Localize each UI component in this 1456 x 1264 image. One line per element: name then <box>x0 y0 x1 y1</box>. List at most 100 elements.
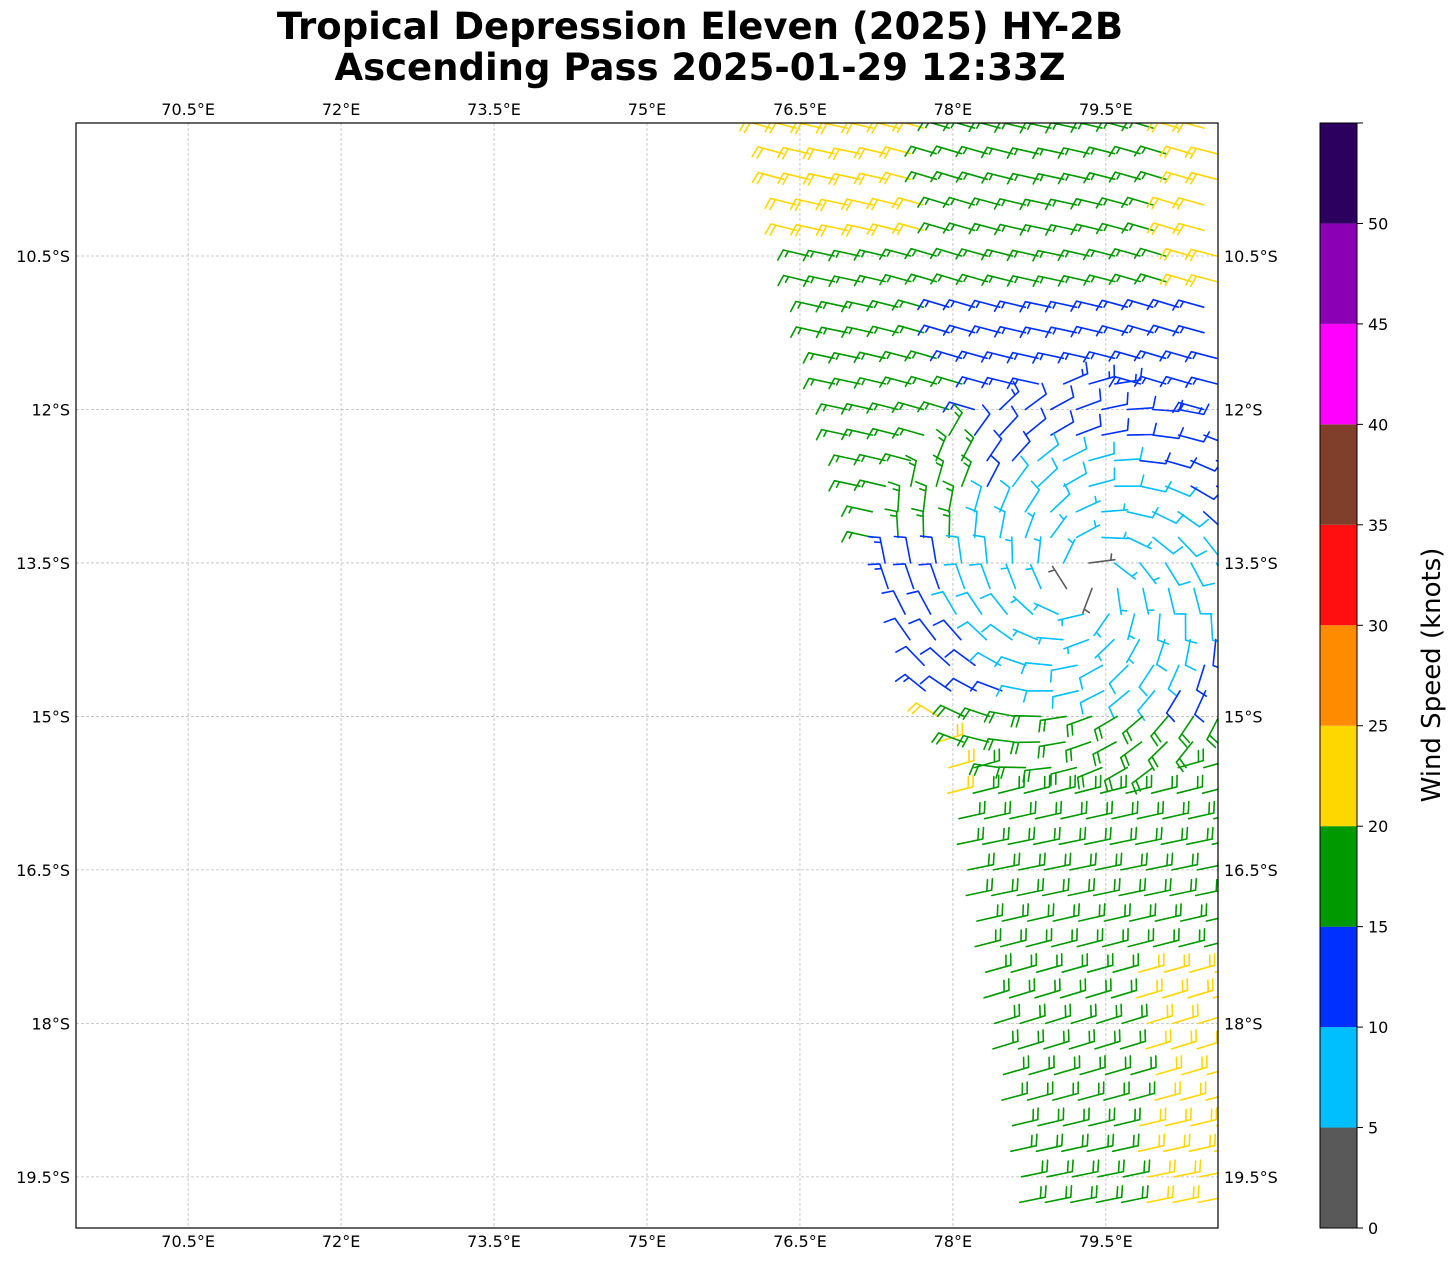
wind-barb <box>1159 350 1192 362</box>
wind-barb <box>983 710 1016 724</box>
wind-barb <box>1210 613 1218 643</box>
wind-barb <box>1088 553 1116 564</box>
wind-barb <box>1057 351 1090 364</box>
wind-barb <box>999 928 1027 948</box>
wind-barb <box>1172 401 1205 414</box>
lat-tick-label-left: 15°S <box>31 707 70 726</box>
wind-barb <box>1088 441 1115 462</box>
wind-barb <box>1165 690 1181 723</box>
colorbar-bin <box>1320 524 1357 626</box>
wind-barb <box>879 274 912 286</box>
wind-barb <box>1024 382 1047 411</box>
wind-barb <box>879 171 912 185</box>
wind-barb <box>942 480 955 513</box>
wind-barb <box>981 623 1013 641</box>
wind-barb <box>1078 664 1104 690</box>
lon-tick-label-top: 70.5°E <box>161 100 215 119</box>
wind-barb <box>1088 467 1116 487</box>
wind-barb <box>1185 171 1218 185</box>
colorbar-bin <box>1320 625 1357 726</box>
wind-barb <box>976 903 1004 922</box>
wind-barb <box>828 454 861 466</box>
wind-barb <box>1082 587 1093 614</box>
wind-barb <box>981 172 1014 184</box>
wind-barb <box>802 352 835 364</box>
colorbar-bin <box>1320 424 1357 525</box>
wind-barb <box>1108 664 1129 695</box>
wind-barb <box>828 479 861 492</box>
colorbar-bin <box>1320 1027 1357 1128</box>
wind-barb <box>1177 511 1210 528</box>
wind-barb <box>1197 1004 1218 1025</box>
wind-barb <box>1094 1029 1121 1050</box>
wind-barb <box>995 766 1027 779</box>
lon-tick-label-bottom: 78°E <box>934 1232 972 1251</box>
wind-barb <box>944 649 976 667</box>
wind-barb <box>1035 1133 1064 1153</box>
wind-barb <box>992 852 1021 871</box>
wind-barb <box>969 680 1003 692</box>
wind-barb <box>981 376 1014 389</box>
wind-barb <box>1076 766 1103 790</box>
wind-barb <box>1093 613 1110 638</box>
wind-barb <box>1139 562 1160 585</box>
wind-barb <box>992 1029 1019 1050</box>
wind-barb <box>1171 852 1199 871</box>
wind-barb <box>1083 172 1116 184</box>
wind-barb <box>1111 800 1139 820</box>
wind-barb <box>828 147 861 161</box>
wind-barb <box>1101 392 1129 411</box>
wind-barb <box>965 877 994 897</box>
wind-barb <box>1049 664 1078 683</box>
wind-barb <box>1095 325 1129 337</box>
wind-barb <box>965 506 978 539</box>
wind-barb <box>1062 538 1076 564</box>
lat-tick-label-left: 16.5°S <box>16 861 70 880</box>
wind-barb <box>1127 613 1136 641</box>
lon-tick-label-bottom: 72°E <box>322 1232 360 1251</box>
wind-barb <box>1006 275 1040 287</box>
wind-barb <box>777 172 810 186</box>
wind-barb <box>1070 1185 1098 1204</box>
colorbar-tick-label: 5 <box>1368 1119 1378 1138</box>
wind-barb <box>907 702 940 718</box>
wind-barb <box>828 275 861 287</box>
wind-barb <box>1057 172 1091 185</box>
wind-barb <box>1057 275 1091 287</box>
wind-barb <box>999 480 1011 513</box>
wind-barb <box>1184 638 1197 671</box>
wind-barb <box>1082 248 1116 261</box>
wind-barb <box>974 928 1002 948</box>
wind-barb <box>931 732 964 745</box>
wind-barb <box>1196 853 1218 871</box>
wind-barb <box>1032 352 1065 364</box>
wind-barb <box>1184 350 1218 363</box>
wind-barb <box>777 274 810 287</box>
wind-barb <box>945 534 963 564</box>
wind-barb <box>955 273 989 286</box>
wind-barb <box>956 826 985 846</box>
wind-barb <box>751 171 785 185</box>
lat-tick-label-left: 18°S <box>31 1014 70 1033</box>
wind-barb <box>1049 774 1076 794</box>
wind-barb <box>1133 350 1167 362</box>
wind-barb <box>1053 1055 1081 1076</box>
wind-barb <box>1126 536 1153 550</box>
wind-barb <box>1010 1133 1038 1153</box>
wind-barb <box>894 673 926 692</box>
wind-barb <box>1172 1003 1199 1025</box>
wind-barb <box>1150 715 1169 747</box>
wind-barb <box>1185 274 1218 287</box>
wind-barb <box>840 505 874 517</box>
wind-barb <box>932 704 965 718</box>
wind-barb <box>1058 826 1087 846</box>
wind-barb <box>1126 395 1157 411</box>
colorbar-tick-label: 25 <box>1368 717 1388 736</box>
wind-barb <box>1177 748 1205 769</box>
wind-barb <box>991 877 1019 897</box>
lat-tick-label-left: 19.5°S <box>16 1168 70 1187</box>
wind-barb <box>1148 1159 1176 1178</box>
wind-barb <box>947 774 974 794</box>
lon-tick-label-top: 73.5°E <box>467 100 521 119</box>
wind-barb <box>1147 741 1168 771</box>
